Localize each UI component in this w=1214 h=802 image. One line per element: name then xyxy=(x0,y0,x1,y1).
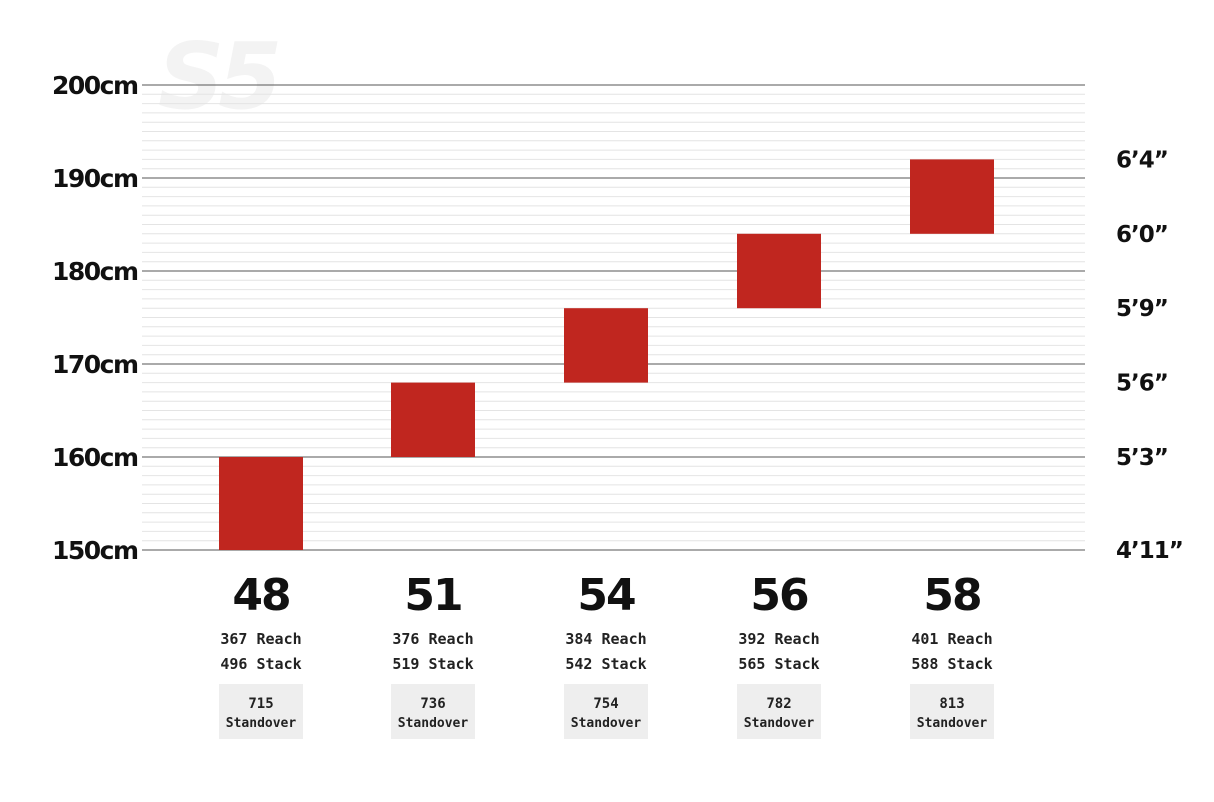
reach-value: 392 Reach xyxy=(738,630,819,648)
frame-size-labels: 48 51 54 56 58 xyxy=(232,570,982,621)
y-tick-label-ft-in: 6’4” xyxy=(1116,147,1168,173)
frame-size-label: 48 xyxy=(232,570,289,621)
standover-label: Standover xyxy=(917,716,988,731)
y-tick-label-cm: 150cm xyxy=(52,536,138,565)
frame-size-label: 51 xyxy=(404,570,461,621)
y-tick-label-ft-in: 5’9” xyxy=(1116,296,1168,322)
stack-value: 519 Stack xyxy=(392,655,473,673)
size-range-bar-56 xyxy=(737,233,821,309)
standover-box xyxy=(219,684,303,739)
y-tick-label-ft-in: 6’0” xyxy=(1116,222,1168,248)
standover-value: 813 xyxy=(939,696,964,712)
standover-label: Standover xyxy=(744,716,815,731)
size-range-bars xyxy=(219,159,994,550)
size-range-bar-48 xyxy=(219,457,303,550)
y-tick-label-ft-in: 5’6” xyxy=(1116,371,1168,397)
reach-value: 401 Reach xyxy=(911,630,992,648)
watermark-logo: S5 xyxy=(158,23,278,130)
frame-size-label: 56 xyxy=(750,570,808,621)
y-tick-label-ft-in: 5’3” xyxy=(1116,445,1168,471)
reach-value: 376 Reach xyxy=(392,630,473,648)
standover-value: 736 xyxy=(420,696,445,712)
y-axis-left-cm: 150cm 160cm 170cm 180cm 190cm 200cm xyxy=(52,71,140,565)
y-tick-label-cm: 170cm xyxy=(52,350,138,379)
size-range-bar-58 xyxy=(910,159,994,234)
standover-label: Standover xyxy=(398,716,469,731)
size-range-bar-51 xyxy=(391,382,475,457)
y-tick-label-ft-in: 4’11” xyxy=(1116,538,1183,564)
standover-label: Standover xyxy=(571,716,642,731)
y-axis-right-ft-in: 4’11” 5’3” 5’6” 5’9” 6’0” 6’4” xyxy=(1116,147,1184,564)
reach-value: 367 Reach xyxy=(220,630,301,648)
stack-value: 542 Stack xyxy=(565,655,646,673)
standover-value: 715 xyxy=(248,696,273,712)
y-tick-label-cm: 190cm xyxy=(52,164,138,193)
standover-value: 754 xyxy=(593,696,618,712)
frame-size-label: 54 xyxy=(577,570,635,621)
reach-value: 384 Reach xyxy=(565,630,646,648)
geometry-info: 367 Reach 496 Stack 715 Standover 376 Reach 5… xyxy=(219,630,994,739)
y-tick-label-cm: 200cm xyxy=(52,71,138,100)
stack-value: 496 Stack xyxy=(220,655,301,673)
standover-box xyxy=(910,684,994,739)
standover-value: 782 xyxy=(766,696,791,712)
stack-value: 588 Stack xyxy=(911,655,992,673)
standover-label: Standover xyxy=(226,716,297,731)
size-range-bar-54 xyxy=(564,308,648,383)
frame-size-label: 58 xyxy=(923,570,980,621)
standover-box xyxy=(737,684,821,739)
y-tick-label-cm: 180cm xyxy=(52,257,138,286)
stack-value: 565 Stack xyxy=(738,655,819,673)
y-tick-label-cm: 160cm xyxy=(52,443,138,472)
standover-box xyxy=(564,684,648,739)
standover-box xyxy=(391,684,475,739)
